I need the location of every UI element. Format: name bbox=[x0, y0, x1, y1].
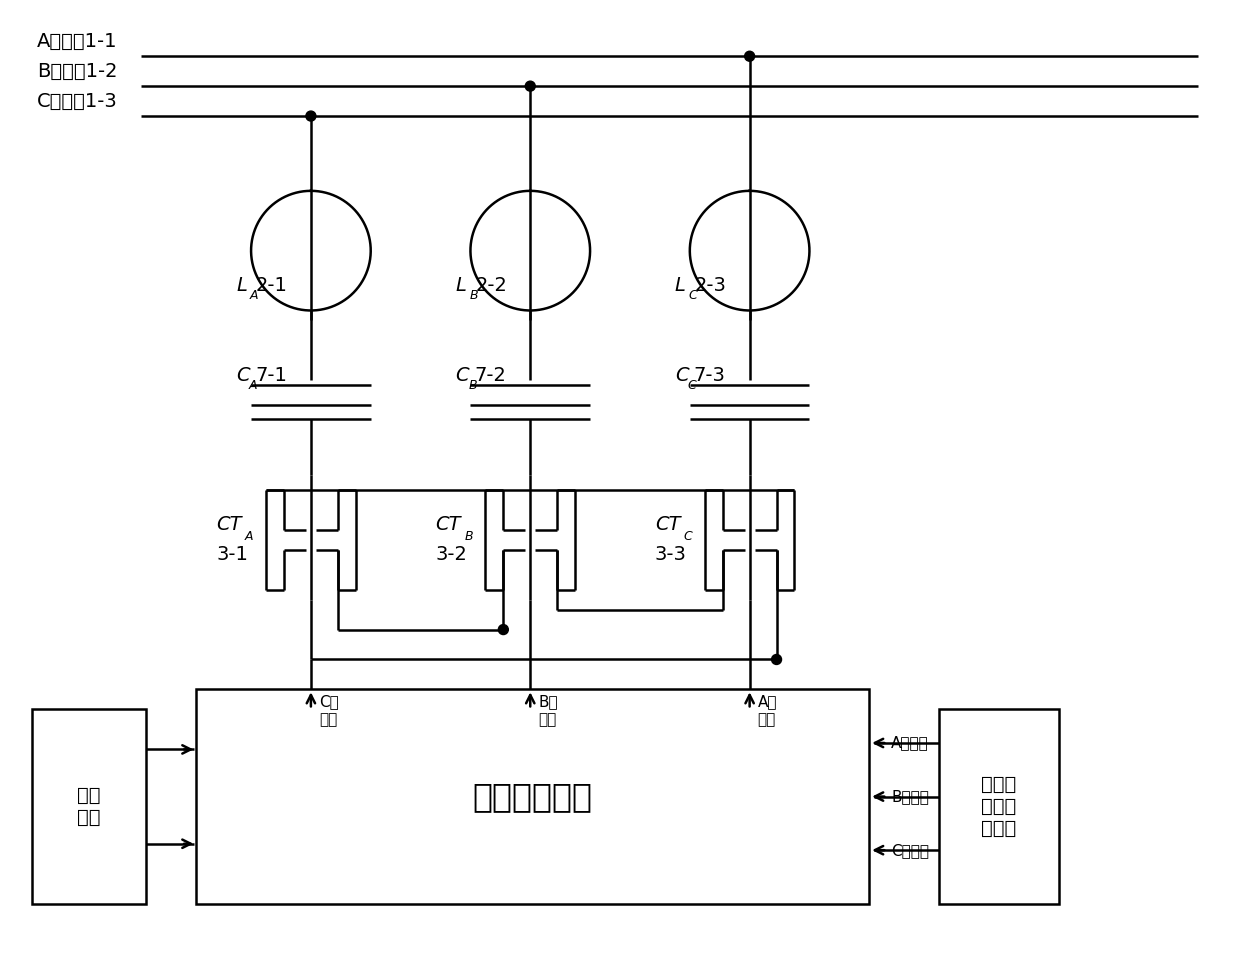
Text: A: A bbox=[249, 379, 258, 392]
Bar bbox=[939, 710, 1059, 903]
Circle shape bbox=[771, 654, 781, 665]
Text: CT: CT bbox=[435, 515, 461, 534]
Circle shape bbox=[498, 624, 508, 635]
Text: C相母线1-3: C相母线1-3 bbox=[37, 92, 118, 111]
Text: C: C bbox=[236, 365, 249, 385]
Text: CT: CT bbox=[655, 515, 681, 534]
Text: 7-3: 7-3 bbox=[694, 365, 725, 385]
Text: CT: CT bbox=[216, 515, 242, 534]
Text: B相
电流: B相 电流 bbox=[538, 694, 558, 727]
Text: 计量或
继电保
护系统: 计量或 继电保 护系统 bbox=[981, 775, 1017, 838]
Text: A相母线1-1: A相母线1-1 bbox=[37, 33, 118, 51]
Text: L: L bbox=[675, 276, 686, 295]
Text: L: L bbox=[455, 276, 466, 295]
Bar bbox=[32, 710, 146, 903]
Bar bbox=[196, 690, 869, 903]
Text: A: A bbox=[246, 530, 254, 544]
Text: 2-3: 2-3 bbox=[694, 276, 727, 295]
Text: C相电压: C相电压 bbox=[892, 843, 929, 857]
Text: C相
电流: C相 电流 bbox=[319, 694, 339, 727]
Text: 3-1: 3-1 bbox=[216, 546, 248, 564]
Text: 3-2: 3-2 bbox=[435, 546, 467, 564]
Circle shape bbox=[526, 82, 536, 91]
Text: 3-3: 3-3 bbox=[655, 546, 687, 564]
Text: C: C bbox=[683, 530, 693, 544]
Text: C: C bbox=[675, 365, 688, 385]
Text: 2-1: 2-1 bbox=[255, 276, 288, 295]
Text: 在线监测系统: 在线监测系统 bbox=[472, 780, 593, 813]
Text: C: C bbox=[688, 289, 698, 302]
Circle shape bbox=[745, 51, 755, 61]
Text: A相电压: A相电压 bbox=[892, 736, 929, 751]
Text: L: L bbox=[236, 276, 247, 295]
Text: C: C bbox=[688, 379, 697, 392]
Circle shape bbox=[306, 111, 316, 121]
Text: 7-1: 7-1 bbox=[255, 365, 286, 385]
Text: C: C bbox=[455, 365, 469, 385]
Text: 2-2: 2-2 bbox=[475, 276, 507, 295]
Text: A: A bbox=[250, 289, 259, 302]
Text: B相母线1-2: B相母线1-2 bbox=[37, 62, 118, 82]
Text: B: B bbox=[465, 530, 474, 544]
Text: B: B bbox=[469, 379, 477, 392]
Text: A相
电流: A相 电流 bbox=[758, 694, 777, 727]
Text: B: B bbox=[470, 289, 479, 302]
Text: B相电压: B相电压 bbox=[892, 789, 929, 804]
Text: 7-2: 7-2 bbox=[475, 365, 506, 385]
Text: 直流
电源: 直流 电源 bbox=[77, 786, 100, 827]
